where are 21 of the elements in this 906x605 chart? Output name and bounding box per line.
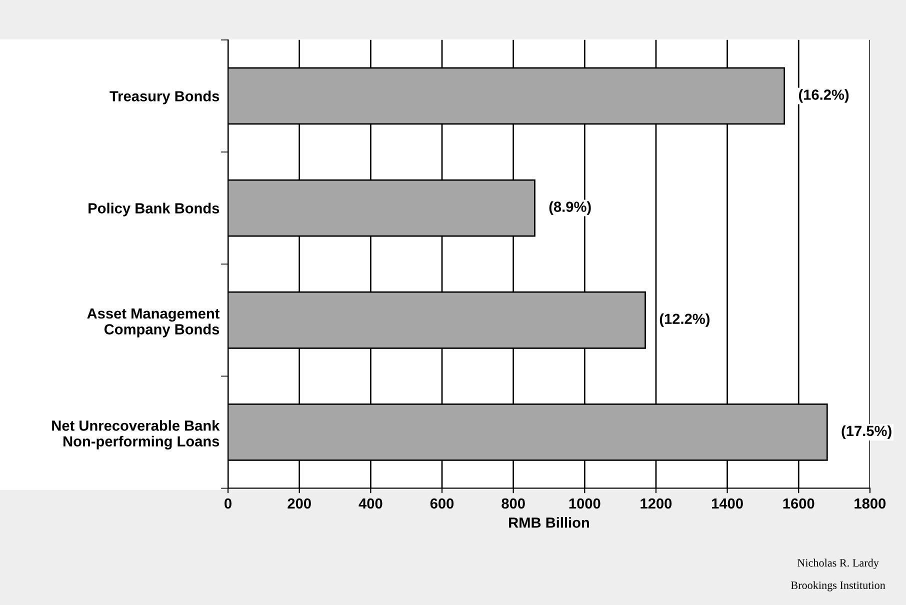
text: Nicholas R. Lardy xyxy=(797,558,879,569)
x-tick-label: 1000 xyxy=(569,498,600,509)
x-tick-label: 400 xyxy=(358,498,382,509)
y-tick-label: Treasury Bonds xyxy=(110,90,220,104)
x-tick-label: 800 xyxy=(502,498,525,509)
annotation: (16.2%) xyxy=(798,89,849,103)
x-tick-label: 1600 xyxy=(783,498,814,509)
x-tick-label: 1800 xyxy=(854,498,886,509)
x-tick-label: 600 xyxy=(430,498,454,509)
x-tick-label: 200 xyxy=(288,498,311,509)
annotation: (12.2%) xyxy=(660,313,710,327)
y-tick-label: Net Unrecoverable Bank Non-performing Loans xyxy=(52,420,220,450)
x-tick-label: 1200 xyxy=(640,498,672,509)
y-tick-label: Policy Bank Bonds xyxy=(88,202,220,216)
text: Brookings Institution xyxy=(790,581,886,592)
x-tick-label: 1400 xyxy=(712,498,743,509)
y-tick-label: Asset Management Company Bonds xyxy=(87,308,220,338)
x-tick-label: 0 xyxy=(224,498,232,509)
x-axis-title: RMB Billion xyxy=(509,517,589,528)
annotation: (17.5%) xyxy=(842,425,892,439)
annotation: (8.9%) xyxy=(549,201,591,215)
